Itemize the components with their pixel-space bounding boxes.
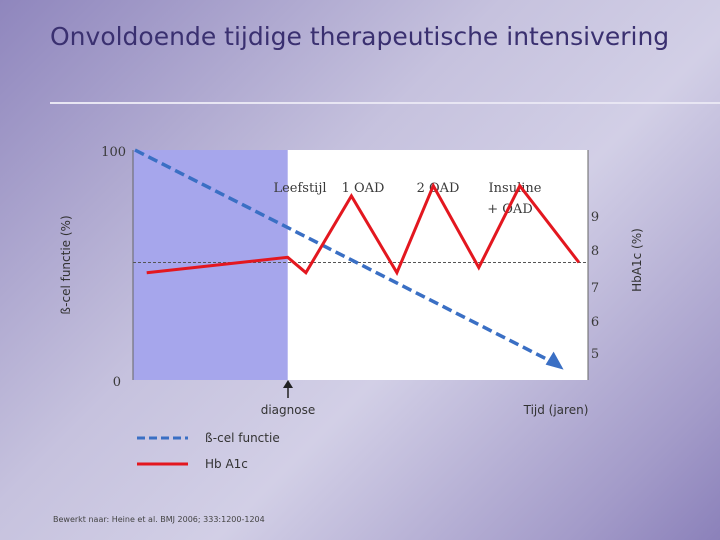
left-axis-title: ß-cel functie (%): [59, 215, 73, 314]
source-citation: Bewerkt naar: Heine et al. BMJ 2006; 333…: [53, 515, 265, 524]
beta-cell-line: [134, 148, 553, 364]
hba1c-line: [146, 182, 581, 277]
phase-label: 1 OAD: [342, 181, 385, 196]
slide-title: Onvoldoende tijdige therapeutische inten…: [50, 22, 670, 51]
phase-label: + OAD: [487, 202, 533, 217]
beta-cell-arrowhead: [545, 351, 564, 370]
diagnose-arrowhead: [283, 380, 293, 388]
legend-label: ß-cel functie: [205, 431, 280, 445]
right-tick-label: 6: [591, 315, 599, 330]
right-tick-label: 9: [591, 210, 599, 225]
left-tick-label: 0: [113, 375, 121, 390]
right-tick-label: 7: [591, 281, 599, 296]
phase-label: Insuline: [489, 181, 542, 196]
right-tick-label: 8: [591, 244, 599, 259]
right-tick-label: 5: [591, 347, 599, 362]
phase-label: Leefstijl: [273, 181, 326, 196]
diagnose-label: diagnose: [261, 403, 316, 417]
phase-label: 2 OAD: [417, 181, 460, 196]
left-tick-label: 100: [101, 145, 126, 160]
x-axis-title: Tijd (jaren): [523, 403, 589, 417]
title-divider: [50, 102, 720, 104]
right-axis-title: HbA1c (%): [630, 228, 644, 292]
legend-label: Hb A1c: [205, 457, 248, 471]
